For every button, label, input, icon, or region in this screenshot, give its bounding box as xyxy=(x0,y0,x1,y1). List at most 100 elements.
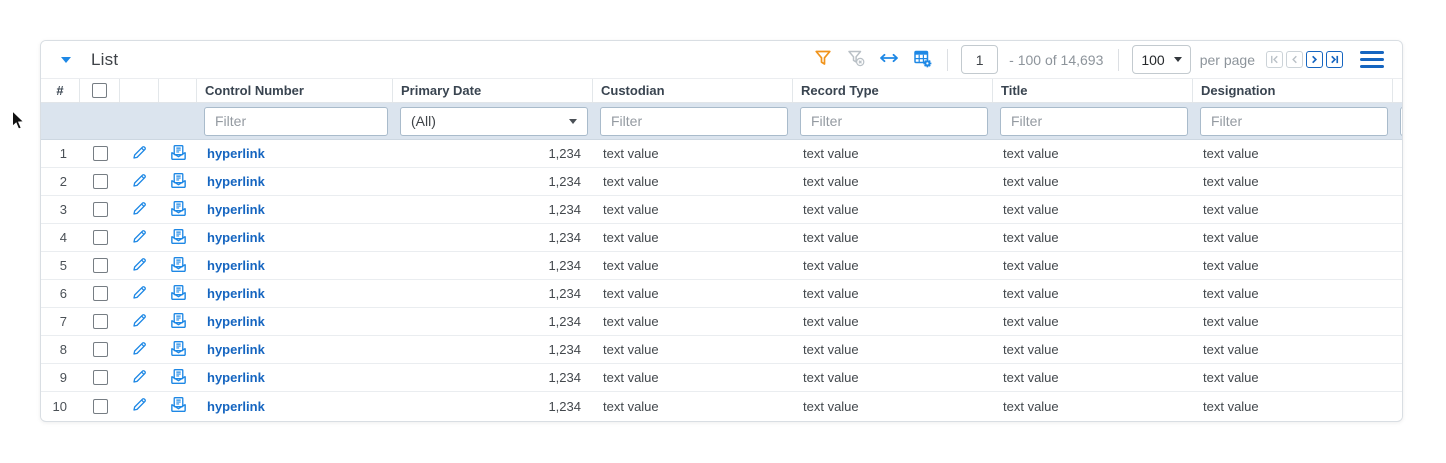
document-viewer-button[interactable] xyxy=(169,199,188,221)
row-checkbox[interactable] xyxy=(92,230,108,245)
pencil-icon xyxy=(130,283,149,305)
record-type-filter-input[interactable] xyxy=(800,106,988,136)
record-type-cell: text value xyxy=(803,258,859,273)
edit-button[interactable] xyxy=(130,199,149,221)
row-checkbox[interactable] xyxy=(92,398,108,414)
custodian-cell: text value xyxy=(603,370,659,385)
row-checkbox[interactable] xyxy=(92,286,108,301)
document-viewer-button[interactable] xyxy=(169,255,188,277)
control-number-link[interactable]: hyperlink xyxy=(207,174,265,189)
title-cell: text value xyxy=(1003,286,1059,301)
page-size-value: 100 xyxy=(1141,51,1165,68)
first-page-icon xyxy=(1271,55,1278,64)
edit-button[interactable] xyxy=(130,367,149,389)
filter-row: (All) xyxy=(41,103,1402,140)
row-checkbox[interactable] xyxy=(92,146,108,161)
row-checkbox[interactable] xyxy=(92,314,108,329)
page-size-select[interactable]: 100 xyxy=(1132,45,1191,74)
clipped-cell: text value xyxy=(1393,174,1402,189)
document-envelope-icon xyxy=(169,311,188,333)
document-viewer-button[interactable] xyxy=(169,367,188,389)
primary-date-cell: 1,234 xyxy=(548,174,581,189)
next-page-button[interactable] xyxy=(1306,51,1323,68)
edit-button[interactable] xyxy=(130,171,149,193)
title-filter-input[interactable] xyxy=(1000,106,1188,136)
record-type-cell: text value xyxy=(803,174,859,189)
pencil-icon xyxy=(130,367,149,389)
clipped-cell: text value xyxy=(1393,202,1402,217)
row-checkbox[interactable] xyxy=(92,202,108,217)
collapse-toggle[interactable] xyxy=(41,56,91,63)
document-viewer-button[interactable] xyxy=(169,227,188,249)
grid-settings-button[interactable] xyxy=(910,48,934,72)
table-row: 1 xyxy=(41,140,1402,168)
last-page-icon xyxy=(1331,55,1339,64)
record-type-cell: text value xyxy=(803,398,859,414)
custodian-filter-input[interactable] xyxy=(600,106,788,136)
edit-button[interactable] xyxy=(130,311,149,333)
control-number-link[interactable]: hyperlink xyxy=(207,146,265,161)
control-number-link[interactable]: hyperlink xyxy=(207,258,265,273)
clear-filters-button[interactable] xyxy=(844,48,868,72)
table-row: 2 xyxy=(41,168,1402,196)
control-number-link[interactable]: hyperlink xyxy=(207,230,265,245)
document-envelope-icon xyxy=(169,283,188,305)
designation-filter-input[interactable] xyxy=(1200,106,1388,136)
table-row: 7 xyxy=(41,308,1402,336)
edit-button[interactable] xyxy=(130,255,149,277)
menu-button[interactable] xyxy=(1360,51,1384,68)
resize-columns-button[interactable] xyxy=(877,48,901,72)
toolbar: - 100 of 14,693 100 per page xyxy=(811,45,1384,74)
edit-button[interactable] xyxy=(130,227,149,249)
document-viewer-button[interactable] xyxy=(169,171,188,193)
control-number-link[interactable]: hyperlink xyxy=(207,370,265,385)
column-header-control-number[interactable]: Control Number xyxy=(197,79,393,102)
column-header-title[interactable]: Title xyxy=(993,79,1193,102)
record-type-cell: text value xyxy=(803,202,859,217)
primary-date-filter-select[interactable]: (All) xyxy=(400,106,588,136)
row-number: 7 xyxy=(59,314,67,329)
designation-cell: text value xyxy=(1203,258,1259,273)
column-header-record-type[interactable]: Record Type xyxy=(793,79,993,102)
last-page-button[interactable] xyxy=(1326,51,1343,68)
row-checkbox[interactable] xyxy=(92,174,108,189)
edit-button[interactable] xyxy=(130,339,149,361)
row-checkbox[interactable] xyxy=(92,370,108,385)
document-envelope-icon xyxy=(169,255,188,277)
edit-button[interactable] xyxy=(130,395,149,417)
control-number-filter-input[interactable] xyxy=(204,106,388,136)
control-number-link[interactable]: hyperlink xyxy=(207,398,265,414)
edit-button[interactable] xyxy=(130,143,149,165)
designation-cell: text value xyxy=(1203,286,1259,301)
document-viewer-button[interactable] xyxy=(169,283,188,305)
custodian-cell: text value xyxy=(603,398,659,414)
record-type-cell: text value xyxy=(803,230,859,245)
column-header-primary-date[interactable]: Primary Date xyxy=(393,79,593,102)
control-number-link[interactable]: hyperlink xyxy=(207,202,265,217)
control-number-link[interactable]: hyperlink xyxy=(207,314,265,329)
edit-button[interactable] xyxy=(130,283,149,305)
column-header-custodian[interactable]: Custodian xyxy=(593,79,793,102)
first-page-button[interactable] xyxy=(1266,51,1283,68)
clipped-cell: text value xyxy=(1393,314,1402,329)
prev-page-button[interactable] xyxy=(1286,51,1303,68)
column-header-designation[interactable]: Designation xyxy=(1193,79,1393,102)
filter-toggle-button[interactable] xyxy=(811,48,835,72)
document-viewer-button[interactable] xyxy=(169,311,188,333)
pencil-icon xyxy=(130,395,149,417)
clipped-filter-input[interactable] xyxy=(1400,106,1402,136)
row-number: 9 xyxy=(59,370,67,385)
clipped-cell: text value xyxy=(1393,286,1402,301)
control-number-link[interactable]: hyperlink xyxy=(207,286,265,301)
record-type-cell: text value xyxy=(803,286,859,301)
document-viewer-button[interactable] xyxy=(169,395,188,417)
document-viewer-button[interactable] xyxy=(169,339,188,361)
column-header-row-number[interactable]: # xyxy=(41,79,80,102)
row-checkbox[interactable] xyxy=(92,342,108,357)
page-number-input[interactable] xyxy=(961,45,999,74)
select-all-checkbox[interactable] xyxy=(92,83,107,98)
row-number: 6 xyxy=(59,286,67,301)
document-viewer-button[interactable] xyxy=(169,143,188,165)
row-checkbox[interactable] xyxy=(92,258,108,273)
control-number-link[interactable]: hyperlink xyxy=(207,342,265,357)
